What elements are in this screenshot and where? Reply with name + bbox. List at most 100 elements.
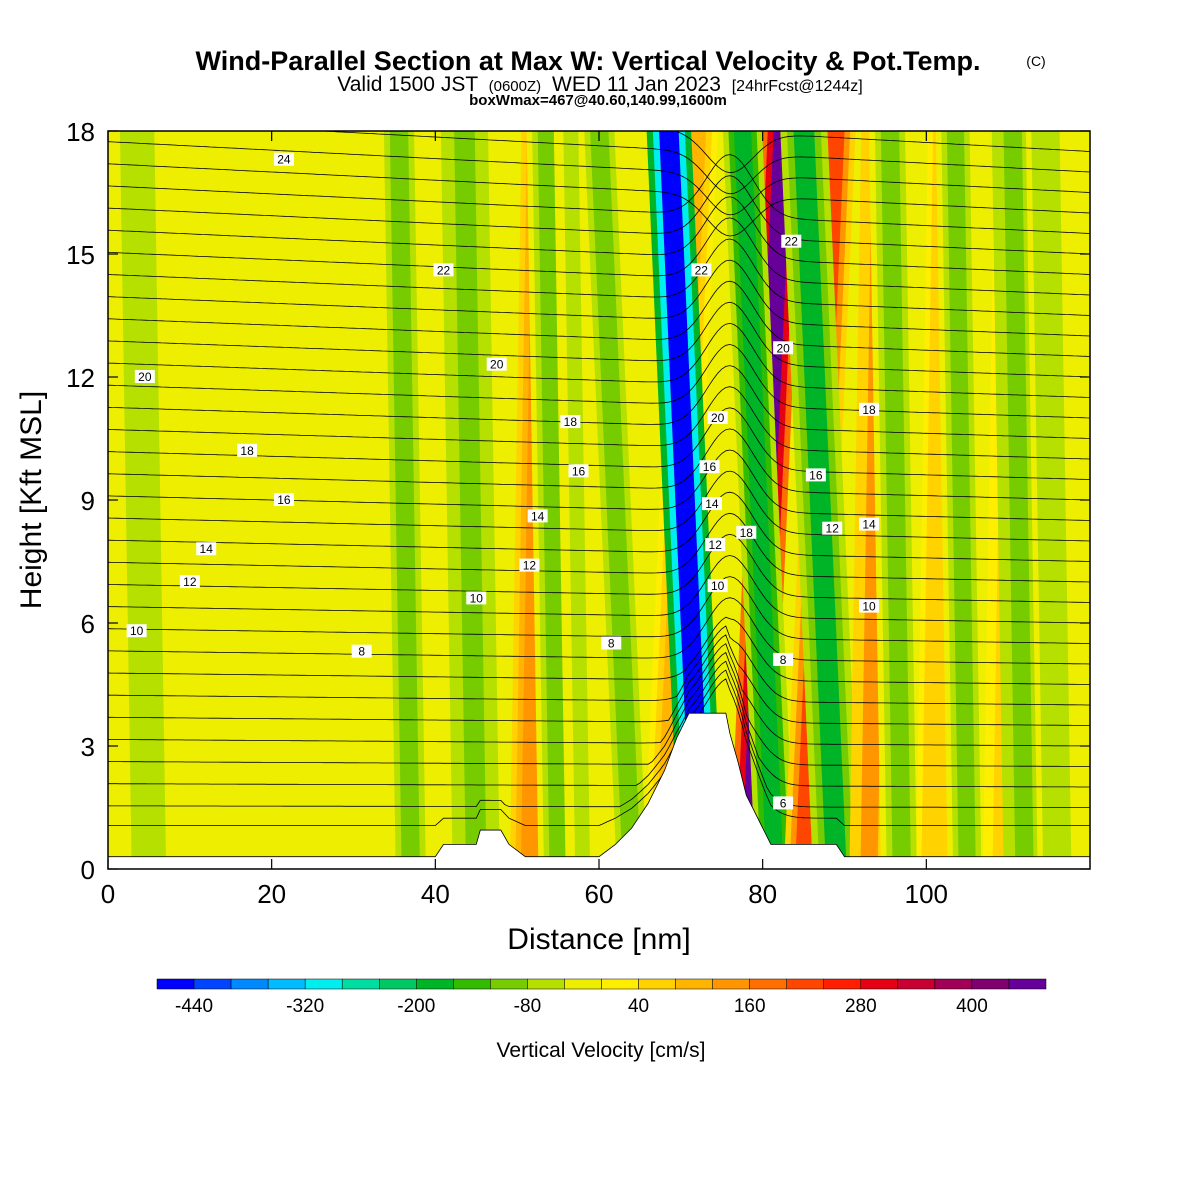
isentrope-line — [108, 533, 1090, 603]
isentrope-line — [314, 131, 1090, 195]
svg-text:16: 16 — [572, 464, 586, 478]
isentrope-line — [108, 238, 1090, 316]
terrain — [108, 712, 1090, 869]
velocity-band — [793, 131, 847, 869]
contour-label: 18 — [859, 402, 880, 417]
y-tick-label: 3 — [81, 732, 95, 762]
isentrope-line — [108, 634, 1090, 726]
svg-text:16: 16 — [809, 468, 823, 482]
contour-label: 10 — [707, 579, 728, 593]
isentrope-line — [108, 217, 1090, 296]
colorbar-swatch — [453, 978, 491, 990]
isentrope-line — [108, 470, 1090, 542]
svg-text:14: 14 — [531, 509, 545, 523]
contour-label: 16 — [273, 493, 294, 507]
contour-label: 8 — [351, 644, 372, 659]
contour-label: 18 — [560, 415, 581, 429]
isentrope-line — [108, 625, 1090, 706]
svg-text:10: 10 — [470, 591, 484, 605]
velocity-band — [880, 131, 911, 869]
colorbar-tick-label: -200 — [397, 996, 435, 1017]
isentrope-line — [108, 322, 1090, 398]
svg-text:10: 10 — [130, 624, 144, 638]
colorbar-tick-label: -440 — [175, 996, 213, 1017]
svg-text:22: 22 — [437, 263, 451, 277]
y-axis-title: Height [Kft MSL] — [15, 391, 48, 609]
contour-label: 20 — [134, 370, 155, 384]
svg-text:12: 12 — [523, 559, 537, 573]
isentrope-line — [108, 141, 1090, 216]
colorbar-swatch — [971, 978, 1010, 990]
contour-label: 12 — [519, 558, 540, 573]
isentrope-line — [108, 597, 1090, 665]
svg-text:12: 12 — [183, 575, 197, 589]
svg-text:16: 16 — [277, 493, 291, 507]
isentrope-line — [108, 660, 1090, 788]
isentrope-line — [108, 491, 1090, 562]
colorbar-swatch — [675, 978, 713, 990]
isentrope-line — [108, 643, 1090, 747]
x-tick-label: 60 — [585, 879, 614, 909]
colorbar-swatch — [304, 978, 343, 990]
potential-temperature-contours — [108, 131, 1090, 826]
contour-label: 12 — [179, 575, 200, 589]
svg-text:20: 20 — [490, 358, 504, 372]
contour-label: 14 — [196, 542, 217, 556]
isentrope-line — [108, 344, 1090, 419]
isentrope-line — [108, 616, 1090, 685]
isentrope-line — [673, 131, 1090, 174]
svg-text:22: 22 — [785, 235, 799, 249]
colorbar-swatch — [749, 978, 787, 990]
svg-text:14: 14 — [705, 497, 719, 511]
contour-label: 6 — [773, 796, 794, 810]
subtitle-box-wmax: boxWmax=467@40.60,140.99,1600m — [469, 92, 727, 109]
isentrope-line — [108, 512, 1090, 583]
contour-label: 20 — [707, 411, 728, 425]
colorbar-swatch — [416, 978, 454, 990]
colorbar-swatch — [1008, 978, 1047, 990]
colorbar-tick-label: 280 — [845, 996, 877, 1017]
colorbar-swatch — [230, 978, 269, 990]
x-tick-label: 20 — [257, 879, 286, 909]
svg-text:14: 14 — [200, 542, 214, 556]
colorbar-tick-label: -80 — [514, 996, 541, 1017]
contour-label: 12 — [822, 521, 843, 536]
velocity-band — [590, 131, 641, 869]
contour-label: 16 — [568, 464, 589, 478]
colorbar-tick-label: 160 — [734, 996, 766, 1017]
colorbar-swatch — [712, 978, 750, 990]
colorbar-swatch — [267, 978, 306, 990]
colorbar-swatch — [564, 978, 602, 990]
isentrope-line — [108, 651, 1090, 767]
svg-text:12: 12 — [826, 522, 840, 536]
contour-label: 12 — [705, 538, 726, 552]
colorbar-swatch — [601, 978, 639, 990]
contour-label: 10 — [466, 591, 487, 605]
y-tick-label: 9 — [81, 486, 95, 516]
svg-text:10: 10 — [862, 600, 876, 614]
contour-label: 8 — [601, 636, 622, 651]
contour-label: 20 — [773, 341, 794, 355]
velocity-band — [454, 131, 487, 869]
svg-text:18: 18 — [564, 415, 578, 429]
colorbar-tick-label: 40 — [628, 996, 649, 1017]
colorbar-swatch — [490, 978, 528, 990]
svg-text:18: 18 — [740, 526, 754, 540]
subtitle-valid: Valid 1500 JST — [337, 73, 478, 96]
svg-text:16: 16 — [703, 460, 717, 474]
colorbar-swatch — [156, 978, 195, 990]
y-tick-label: 18 — [66, 117, 95, 147]
isentrope-line — [108, 555, 1090, 624]
colorbar-swatch — [860, 978, 899, 990]
colorbar-swatch — [638, 978, 676, 990]
contour-label: 20 — [486, 357, 507, 372]
isentrope-line — [108, 301, 1090, 378]
svg-text:24: 24 — [277, 153, 291, 167]
colorbar-swatch — [897, 978, 936, 990]
colorbar-swatch — [379, 978, 417, 990]
isentrope-line — [108, 449, 1090, 521]
svg-text:10: 10 — [711, 579, 725, 593]
contour-label: 22 — [781, 234, 802, 249]
contour-label: 16 — [699, 460, 720, 474]
colorbar-tick-label: 400 — [956, 996, 988, 1017]
